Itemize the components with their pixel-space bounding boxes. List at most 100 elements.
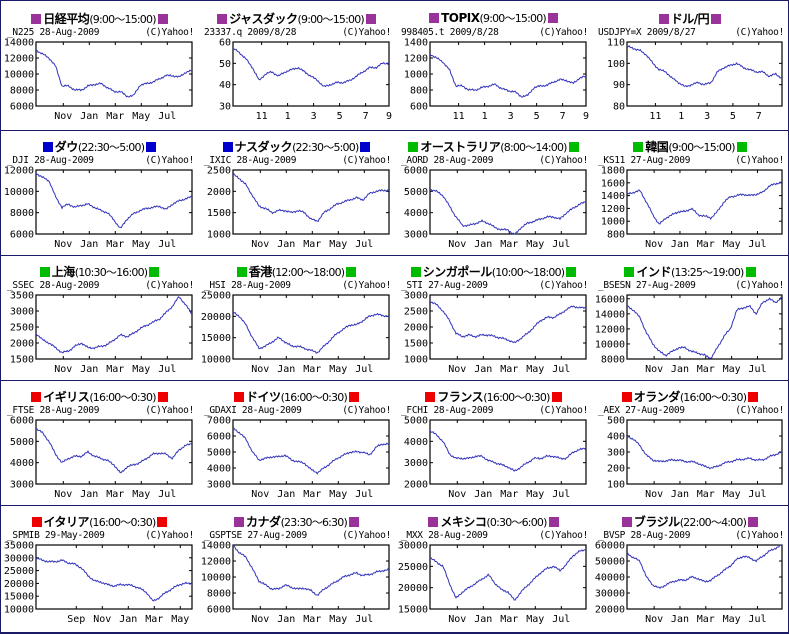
chart-title[interactable]: ナスダック(22:30～5:00) — [198, 138, 395, 155]
chart-cell[interactable]: ブラジル(22:00～4:00) _BVSP 28-Aug-2009 (C)Yaho… — [592, 506, 789, 633]
y-tick-label: 12000 — [4, 54, 34, 65]
x-tick-label: 1 — [482, 111, 488, 122]
x-tick-label: 1 — [678, 111, 684, 122]
x-tick-label: Nov — [251, 239, 269, 250]
y-tick-label: 200 — [607, 464, 625, 475]
chart-cell[interactable]: 上海(10:30～16:00) _SSEC 28-Aug-2009 (C)Yahoo… — [1, 256, 199, 381]
x-tick-label: Nov — [645, 489, 663, 500]
price-series-line — [429, 53, 587, 98]
x-tick-label: Jan — [474, 614, 492, 625]
y-tick-label: 2000 — [207, 187, 231, 198]
chart-cell[interactable]: ナスダック(22:30～5:00) _IXIC 28-Aug-2009 (C)Yah… — [198, 131, 396, 256]
chart-title[interactable]: オーストラリア(8:00～14:00) — [395, 138, 592, 155]
chart-cell[interactable]: メキシコ(0:30～6:00) _MXX 28-Aug-2009 (C)Yahoo!… — [395, 506, 593, 633]
chart-title[interactable]: 日経平均(9:00～15:00) — [1, 10, 198, 27]
market-square-icon — [42, 142, 53, 152]
chart-title[interactable]: ブラジル(22:00～4:00) — [592, 513, 788, 530]
y-tick-label: 10000 — [201, 355, 231, 366]
market-square-icon — [711, 14, 722, 24]
chart-cell[interactable]: フランス(16:00～0:30) _FCHI 28-Aug-2009 (C)Yaho… — [395, 381, 593, 506]
trading-hours: (9:00～15:00) — [479, 12, 547, 25]
y-tick-label: 50000 — [595, 557, 625, 568]
copyright: (C)Yahoo! — [145, 405, 194, 416]
x-tick-label: Nov — [251, 614, 269, 625]
market-name: ナスダック — [234, 140, 293, 154]
chart-cell[interactable]: カナダ(23:30～6:30) _GSPTSE 27-Aug-2009 (C)Yah… — [198, 506, 396, 633]
x-tick-label: Nov — [645, 364, 663, 375]
chart-cell[interactable]: インド(13:25～19:00) _BSESN 27-Aug-2009 (C)Yah… — [592, 256, 789, 381]
market-square-icon — [348, 517, 359, 527]
x-tick-label: May — [171, 614, 189, 625]
y-tick-label: 400 — [607, 432, 625, 443]
chart-title[interactable]: フランス(16:00～0:30) — [395, 388, 592, 405]
chart-title[interactable]: イギリス(16:00～0:30) — [1, 388, 198, 405]
y-tick-label: 30000 — [4, 553, 34, 564]
x-tick-label: May — [329, 614, 347, 625]
chart-cell[interactable]: オランダ(16:00～0:30) _AEX 27-Aug-2009 (C)Yahoo… — [592, 381, 789, 506]
chart-title[interactable]: 韓国(9:00～15:00) — [592, 138, 788, 155]
market-square-icon — [745, 267, 756, 277]
y-tick-label: 14000 — [201, 541, 231, 552]
market-square-icon — [157, 517, 168, 527]
chart-cell[interactable]: ドル/円 USDJPY=X 2009/8/27 (C)Yahoo! 80 90 100 11… — [592, 1, 789, 131]
chart-cell[interactable]: 香港(12:00～18:00) _HSI 28-Aug-2009 (C)Yahoo!… — [198, 256, 396, 381]
x-tick-label: Nov — [251, 489, 269, 500]
chart-cell[interactable]: 日経平均(9:00～15:00) _N225 28-Aug-2009 (C)Yaho… — [1, 1, 199, 131]
chart-title[interactable]: 香港(12:00～18:00) — [198, 263, 395, 280]
x-tick-label: Jul — [158, 489, 176, 500]
y-tick-label: 1000 — [404, 355, 428, 366]
chart-title[interactable]: インド(13:25～19:00) — [592, 263, 788, 280]
chart-cell[interactable]: ダウ(22:30～5:00) _DJI 28-Aug-2009 (C)Yahoo! 6… — [1, 131, 199, 256]
y-tick-label: 1200 — [601, 204, 625, 215]
chart-cell[interactable]: ドイツ(16:00～0:30) _GDAXI 28-Aug-2009 (C)Yaho… — [198, 381, 396, 506]
chart-title[interactable]: 上海(10:30～16:00) — [1, 263, 198, 280]
chart-title[interactable]: オランダ(16:00～0:30) — [592, 388, 788, 405]
chart-cell[interactable]: 韓国(9:00～15:00) _KS11 27-Aug-2009 (C)Yahoo!… — [592, 131, 789, 256]
chart-cell[interactable]: ジャスダック(9:00～15:00) 23337.q 2009/8/28 (C)Ya… — [198, 1, 396, 131]
ticker-date: _IXIC 28-Aug-2009 — [204, 155, 297, 166]
y-tick-label: 8000 — [10, 208, 34, 219]
ticker-date: 998405.t 2009/8/28 — [401, 27, 499, 38]
copyright: (C)Yahoo! — [539, 155, 588, 166]
y-tick-label: 50 — [219, 59, 231, 70]
x-tick-label: Nov — [54, 111, 72, 122]
market-square-icon — [346, 267, 357, 277]
chart-title[interactable]: イタリア(16:00～0:30) — [1, 513, 198, 530]
x-tick-label: Jul — [552, 364, 570, 375]
market-name: シンガポール — [422, 265, 493, 279]
chart-title[interactable]: ドイツ(16:00～0:30) — [198, 388, 395, 405]
chart-title[interactable]: シンガポール(10:00～18:00) — [395, 263, 592, 280]
plot-area — [35, 41, 193, 107]
plot-area — [232, 41, 390, 107]
chart-cell[interactable]: イギリス(16:00～0:30) _FTSE 28-Aug-2009 (C)Yaho… — [1, 381, 199, 506]
y-tick-label: 300 — [607, 448, 625, 459]
chart-title[interactable]: ジャスダック(9:00～15:00) — [198, 10, 395, 27]
chart-title[interactable]: ドル/円 — [592, 10, 788, 27]
chart-cell[interactable]: シンガポール(10:00～18:00) _STI 27-Aug-2009 (C)Ya… — [395, 256, 593, 381]
chart-cell[interactable]: TOPIX(9:00～15:00) 998405.t 2009/8/28 (C)Ya… — [395, 1, 593, 131]
chart-title[interactable]: メキシコ(0:30～6:00) — [395, 513, 592, 530]
chart-subtitle: _MXX 28-Aug-2009 (C)Yahoo! — [401, 530, 588, 541]
line-chart: 1500 2000 2500 3000 3500 Nov Jan Mar May Jul — [10, 291, 193, 375]
market-name: 日経平均 — [43, 12, 90, 26]
y-tick-label: 8000 — [207, 589, 231, 600]
copyright: (C)Yahoo! — [342, 405, 391, 416]
ticker-date: _KS11 27-Aug-2009 — [598, 155, 691, 166]
x-tick-label: Mar — [303, 489, 321, 500]
chart-title[interactable]: カナダ(23:30～6:30) — [198, 513, 395, 530]
trading-hours: (22:00～4:00) — [679, 516, 747, 529]
line-chart: 2000 3000 4000 5000 Nov Jan Mar May Jul — [404, 416, 587, 500]
chart-cell[interactable]: イタリア(16:00～0:30) _SPMIB 29-May-2009 (C)Yah… — [1, 506, 199, 633]
market-name: ドイツ — [246, 390, 281, 404]
chart-title[interactable]: ダウ(22:30～5:00) — [1, 138, 198, 155]
y-tick-label: 7000 — [207, 416, 231, 427]
chart-title[interactable]: TOPIX(9:00～15:00) — [395, 10, 592, 26]
y-tick-label: 1500 — [404, 339, 428, 350]
y-tick-label: 1500 — [207, 208, 231, 219]
y-tick-label: 800 — [607, 230, 625, 241]
x-tick-label: Nov — [448, 364, 466, 375]
chart-cell[interactable]: オーストラリア(8:00～14:00) _AORD 28-Aug-2009 (C)Y… — [395, 131, 593, 256]
x-tick-label: Jan — [277, 614, 295, 625]
market-square-icon — [551, 392, 562, 402]
